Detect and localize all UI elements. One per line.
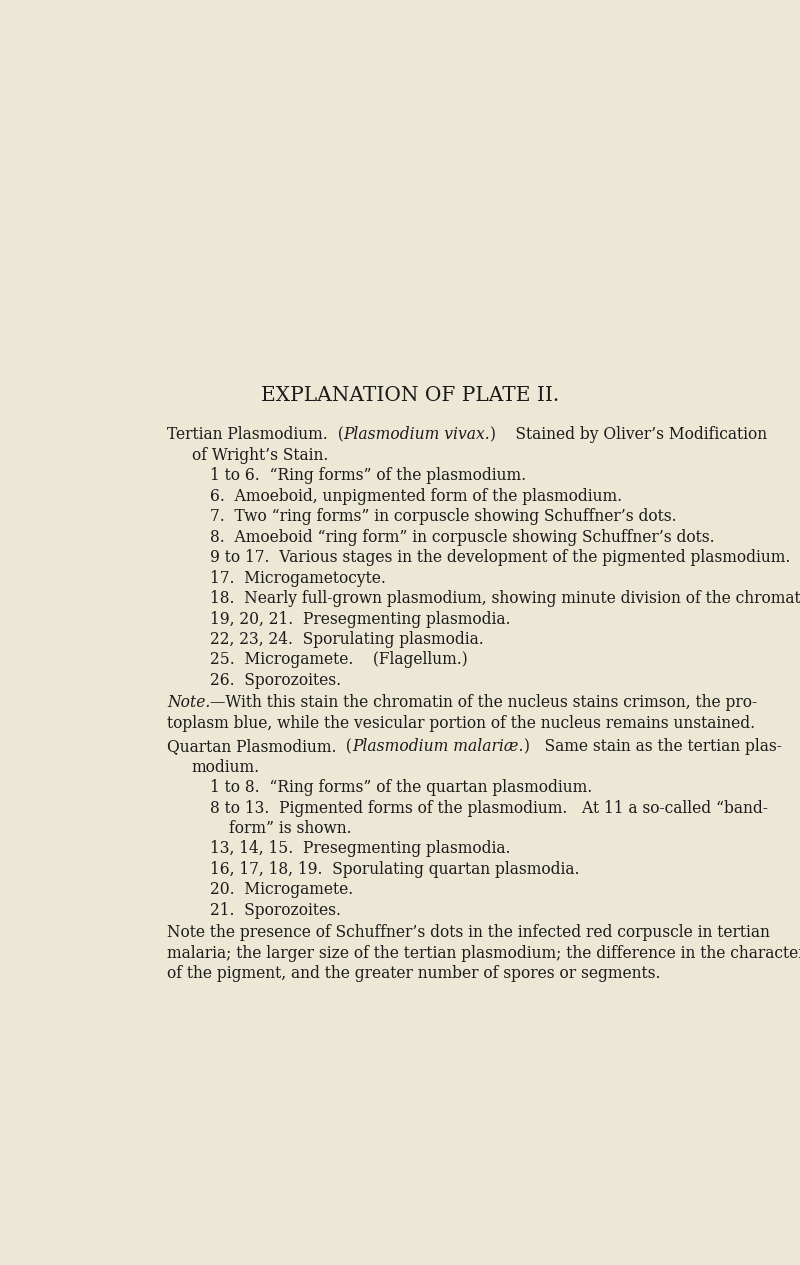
Text: 6.  Amoeboid, unpigmented form of the plasmodium.: 6. Amoeboid, unpigmented form of the pla… [210, 488, 622, 505]
Text: toplasm blue, while the vesicular portion of the nucleus remains unstained.: toplasm blue, while the vesicular portio… [167, 715, 755, 731]
Text: 25.  Microgamete.    (Flagellum.): 25. Microgamete. (Flagellum.) [210, 651, 468, 668]
Text: 8.  Amoeboid “ring form” in corpuscle showing Schuffner’s dots.: 8. Amoeboid “ring form” in corpuscle sho… [210, 529, 715, 545]
Text: )   Same stain as the tertian plas-: ) Same stain as the tertian plas- [523, 739, 782, 755]
Text: Quartan Plasmodium.: Quartan Plasmodium. [167, 739, 337, 755]
Text: 16, 17, 18, 19.  Sporulating quartan plasmodia.: 16, 17, 18, 19. Sporulating quartan plas… [210, 861, 580, 878]
Text: —With this stain the chromatin of the nucleus stains crimson, the pro-: —With this stain the chromatin of the nu… [210, 694, 758, 711]
Text: Note.: Note. [167, 694, 210, 711]
Text: Note the presence of Schuffner’s dots in the infected red corpuscle in tertian: Note the presence of Schuffner’s dots in… [167, 925, 770, 941]
Text: 1 to 6.  “Ring forms” of the plasmodium.: 1 to 6. “Ring forms” of the plasmodium. [210, 467, 526, 484]
Text: 26.  Sporozoites.: 26. Sporozoites. [210, 672, 342, 689]
Text: )    Stained by Oliver’s Modification: ) Stained by Oliver’s Modification [490, 426, 767, 444]
Text: 8 to 13.  Pigmented forms of the plasmodium.   At 11 a so-called “band-: 8 to 13. Pigmented forms of the plasmodi… [210, 799, 768, 816]
Text: 7.  Two “ring forms” in corpuscle showing Schuffner’s dots.: 7. Two “ring forms” in corpuscle showing… [210, 509, 677, 525]
Text: modium.: modium. [192, 759, 260, 775]
Text: 9 to 17.  Various stages in the development of the pigmented plasmodium.: 9 to 17. Various stages in the developme… [210, 549, 790, 567]
Text: (: ( [328, 426, 343, 444]
Text: 19, 20, 21.  Presegmenting plasmodia.: 19, 20, 21. Presegmenting plasmodia. [210, 611, 511, 627]
Text: form” is shown.: form” is shown. [229, 820, 351, 837]
Text: Plasmodium malariæ.: Plasmodium malariæ. [352, 739, 523, 755]
Text: 22, 23, 24.  Sporulating plasmodia.: 22, 23, 24. Sporulating plasmodia. [210, 631, 484, 648]
Text: EXPLANATION OF PLATE II.: EXPLANATION OF PLATE II. [261, 386, 559, 405]
Text: Tertian Plasmodium.: Tertian Plasmodium. [167, 426, 328, 444]
Text: of Wright’s Stain.: of Wright’s Stain. [192, 447, 328, 464]
Text: of the pigment, and the greater number of spores or segments.: of the pigment, and the greater number o… [167, 965, 661, 982]
Text: 18.  Nearly full-grown plasmodium, showing minute division of the chromatin.: 18. Nearly full-grown plasmodium, showin… [210, 589, 800, 607]
Text: malaria; the larger size of the tertian plasmodium; the difference in the charac: malaria; the larger size of the tertian … [167, 945, 800, 961]
Text: 13, 14, 15.  Presegmenting plasmodia.: 13, 14, 15. Presegmenting plasmodia. [210, 840, 511, 858]
Text: 1 to 8.  “Ring forms” of the quartan plasmodium.: 1 to 8. “Ring forms” of the quartan plas… [210, 779, 593, 796]
Text: Plasmodium vivax.: Plasmodium vivax. [343, 426, 490, 444]
Text: 20.  Microgamete.: 20. Microgamete. [210, 882, 354, 898]
Text: (: ( [337, 739, 352, 755]
Text: 17.  Microgametocyte.: 17. Microgametocyte. [210, 569, 386, 587]
Text: 21.  Sporozoites.: 21. Sporozoites. [210, 902, 342, 918]
